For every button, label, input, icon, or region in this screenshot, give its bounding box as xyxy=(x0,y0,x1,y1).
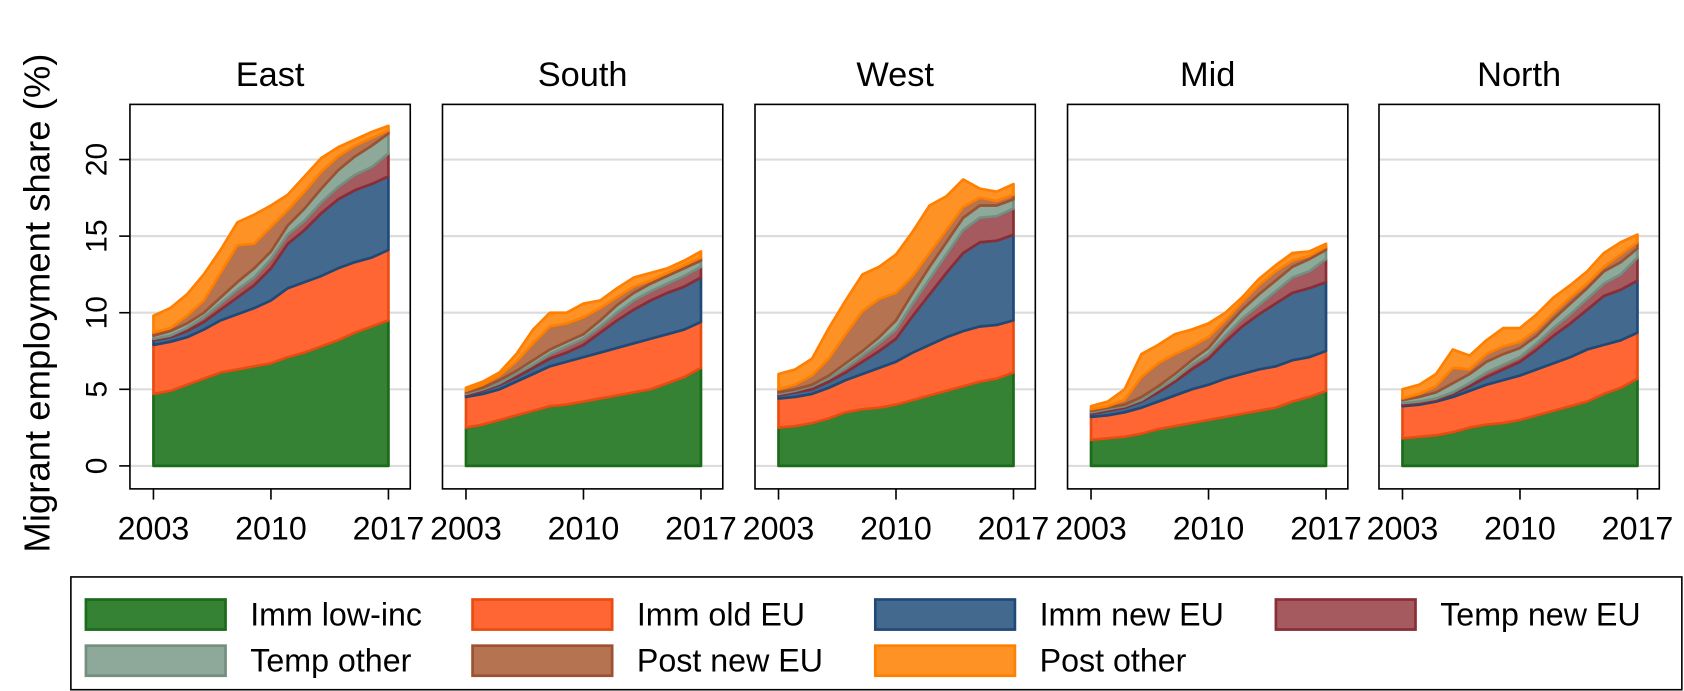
y-tick-label: 20 xyxy=(80,143,113,176)
panel-title: Mid xyxy=(1180,56,1235,94)
x-tick-label: 2010 xyxy=(1173,510,1245,546)
panel-title: West xyxy=(856,56,934,94)
area-6 xyxy=(1401,233,1639,400)
y-tick-label: 5 xyxy=(80,381,113,398)
legend-label: Imm low-inc xyxy=(250,596,422,632)
legend-label: Imm new EU xyxy=(1040,596,1224,632)
x-tick-label: 2017 xyxy=(1290,510,1362,546)
x-tick-label: 2010 xyxy=(860,510,932,546)
legend-label: Imm old EU xyxy=(637,596,805,632)
x-tick-label: 2017 xyxy=(978,510,1050,546)
legend-label: Post new EU xyxy=(637,642,823,678)
y-tick-label: 10 xyxy=(80,296,113,329)
legend-swatch xyxy=(84,598,227,631)
x-tick-label: 2017 xyxy=(1602,510,1674,546)
x-tick-label: 2003 xyxy=(743,510,815,546)
panel-frame xyxy=(754,103,1037,490)
x-tick-label: 2003 xyxy=(1055,510,1127,546)
panel-title: South xyxy=(538,56,628,94)
legend-label: Temp new EU xyxy=(1440,596,1640,632)
x-tick-label: 2003 xyxy=(118,510,190,546)
area-6 xyxy=(1089,242,1328,411)
x-tick-label: 2017 xyxy=(353,510,425,546)
legend-swatch xyxy=(84,644,227,678)
area-6 xyxy=(777,178,1015,391)
panel-frame xyxy=(1378,103,1661,490)
legend-label: Post other xyxy=(1040,642,1187,678)
panel-frame xyxy=(1066,103,1349,490)
panel-frame xyxy=(441,103,724,490)
legend-swatch xyxy=(873,598,1017,631)
legend-box xyxy=(70,576,1683,691)
legend-swatch xyxy=(471,598,614,631)
panel-title: East xyxy=(236,56,305,94)
y-axis-label: Migrant employment share (%) xyxy=(16,54,57,553)
x-tick-label: 2010 xyxy=(548,510,620,546)
x-tick-label: 2010 xyxy=(235,510,307,546)
panel-title: North xyxy=(1477,56,1561,94)
x-tick-label: 2003 xyxy=(1367,510,1439,546)
area-6 xyxy=(152,124,390,334)
x-tick-label: 2003 xyxy=(430,510,502,546)
y-tick-label: 15 xyxy=(80,219,113,252)
legend-label: Temp other xyxy=(250,642,411,678)
legend-swatch xyxy=(873,644,1017,678)
panel-frame xyxy=(129,103,412,490)
x-tick-label: 2010 xyxy=(1484,510,1556,546)
legend-swatch xyxy=(1274,598,1417,631)
y-tick-label: 0 xyxy=(80,458,113,475)
legend-swatch xyxy=(471,644,614,678)
x-tick-label: 2017 xyxy=(665,510,737,546)
area-6 xyxy=(464,250,703,393)
